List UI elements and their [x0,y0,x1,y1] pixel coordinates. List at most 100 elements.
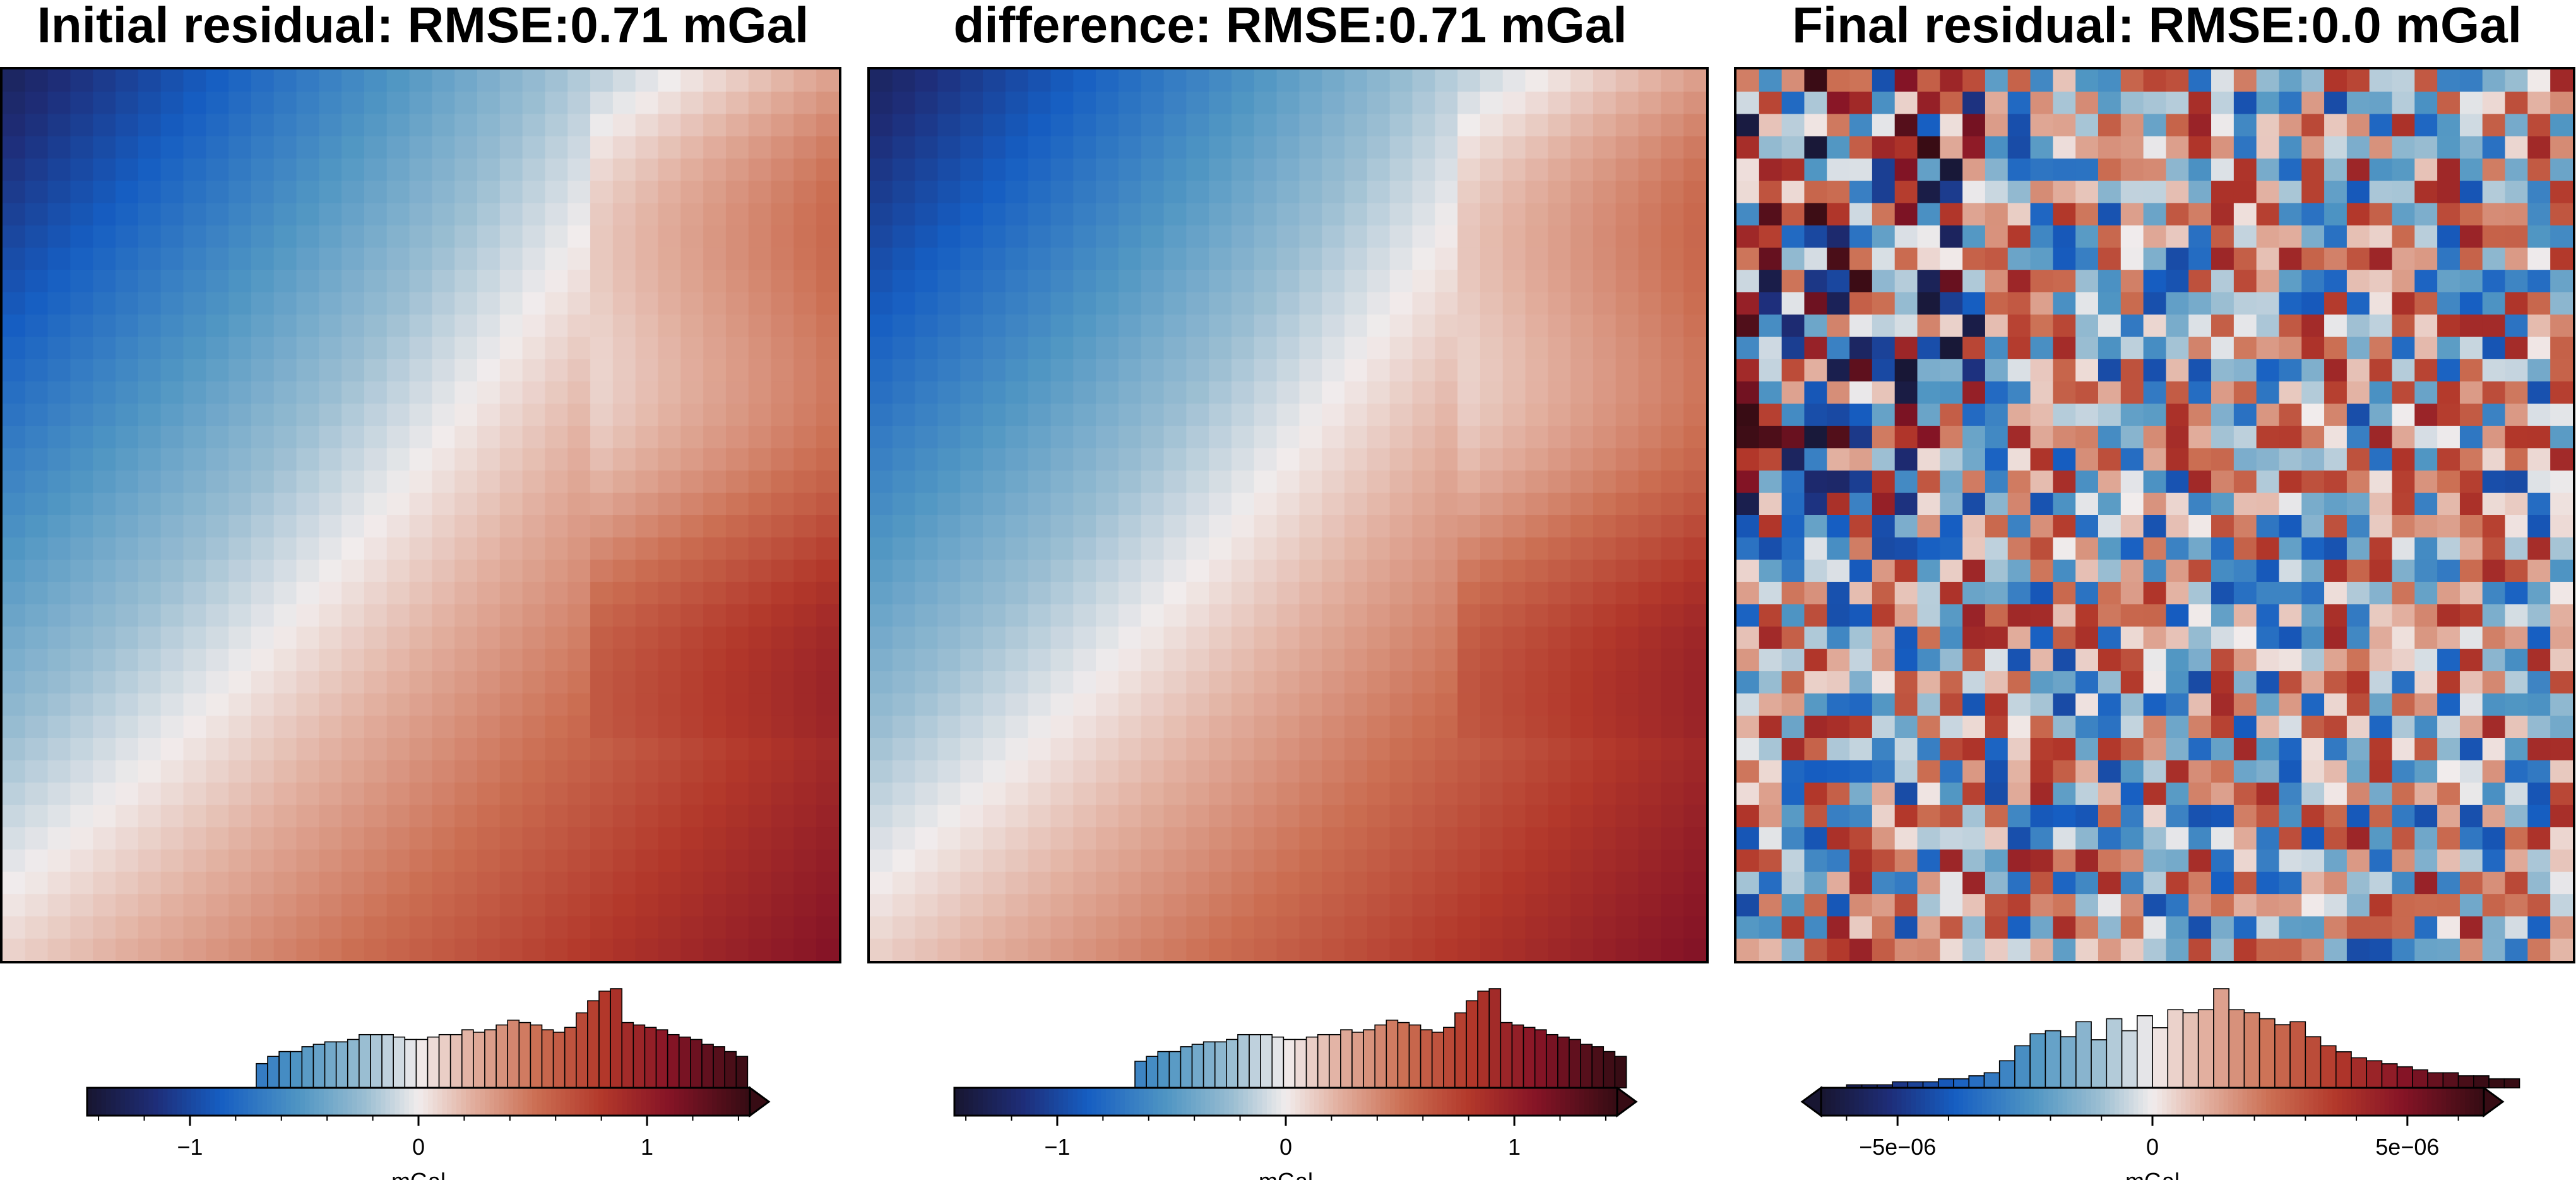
heatmap-cell [1593,715,1617,739]
heatmap-cell [960,92,983,115]
heatmap-cell [1736,671,1760,694]
heatmap-cell [680,114,704,137]
heatmap-cell [409,715,432,739]
heatmap-cell [1615,916,1639,939]
heatmap-cell [1827,314,1850,338]
heatmap-cell [703,894,727,917]
heatmap-cell [2369,337,2393,360]
heatmap-cell [725,804,749,828]
heatmap-cell [1570,247,1594,271]
heatmap-cell [983,604,1006,628]
heatmap-cell [816,181,839,204]
heatmap-cell [2166,760,2189,784]
heatmap-cell [522,849,546,873]
heatmap-cell [160,337,184,360]
heatmap-cell [1209,938,1232,961]
heatmap-cell [477,804,501,828]
heatmap-cell [499,314,523,338]
heatmap-cell [1570,604,1594,628]
heatmap-cell [2007,448,2031,471]
heatmap-cell [1962,470,1986,494]
heatmap-cell [1005,938,1029,961]
heatmap-cell [1615,871,1639,895]
heatmap-cell [1781,203,1805,226]
heatmap-cell [2120,470,2144,494]
heatmap-cell [1615,581,1639,605]
heatmap-cell [1389,581,1413,605]
heatmap-cell [341,804,365,828]
heatmap-cell [477,292,501,315]
heatmap-cell [1638,871,1661,895]
heatmap-cell [1389,359,1413,382]
heatmap-cell [2211,648,2235,672]
heatmap-cell [2324,738,2347,761]
heatmap-cell [251,849,275,873]
heatmap-cell [1615,782,1639,806]
heatmap-cell [2550,671,2573,694]
heatmap-cell [2437,270,2460,293]
heatmap-cell [870,292,893,315]
heatmap-cell [2030,203,2053,226]
heatmap-cell [1683,470,1706,494]
heatmap-cell [1028,92,1052,115]
heatmap-cell [1615,181,1639,204]
heatmap-cell [915,782,939,806]
heatmap-cell [2188,359,2212,382]
heatmap-cell [960,693,983,717]
heatmap-cell [1759,938,1783,961]
heatmap-cell [364,738,388,761]
colorbar-segment [456,1088,462,1116]
heatmap-cell [454,559,478,583]
heatmap-cell [1389,114,1413,137]
heatmap-cell [1736,247,1760,271]
heatmap-cell [1593,426,1617,449]
heatmap-cell [273,849,297,873]
heatmap-cell [1759,782,1783,806]
heatmap-cell [2143,292,2166,315]
heatmap-cell [2527,849,2551,873]
heatmap-cell [2211,426,2235,449]
heatmap-cell [748,403,772,427]
heatmap-cell [567,626,591,650]
heatmap-cell [206,782,229,806]
heatmap-cell [2346,403,2370,427]
heatmap-cell [1548,69,1571,92]
heatmap-cell [138,225,162,248]
heatmap-cell [454,827,478,850]
heatmap-cell [1141,648,1165,672]
heatmap-cell [1548,203,1571,226]
heatmap-cell [2143,69,2166,92]
heatmap-cell [1050,403,1074,427]
heatmap-cell [1276,359,1300,382]
heatmap-svg [3,69,839,961]
heatmap-cell [1344,804,1368,828]
heatmap-cell [2346,782,2370,806]
histogram-bar [267,1056,280,1088]
heatmap-cell [2188,537,2212,561]
heatmap-cell [937,337,961,360]
histogram-bar [1374,1024,1387,1088]
heatmap-cell [2256,92,2280,115]
heatmap-cell [1827,782,1850,806]
heatmap-cell [2120,581,2144,605]
heatmap-cell [1005,693,1029,717]
heatmap-cell [2301,359,2325,382]
heatmap-cell [454,448,478,471]
heatmap-cell [477,158,501,182]
heatmap-cell [1548,916,1571,939]
heatmap-cell [2166,381,2189,405]
histogram-bar [576,1012,588,1088]
heatmap-cell [1050,760,1074,784]
heatmap-cell [1872,581,1896,605]
heatmap-cell [409,69,432,92]
heatmap-cell [1661,604,1684,628]
heatmap-cell [725,515,749,538]
heatmap-cell [1985,403,2009,427]
colorbar-segment [2380,1088,2385,1116]
heatmap-cell [1480,448,1504,471]
heatmap-cell [2098,359,2122,382]
heatmap-cell [522,581,546,605]
heatmap-cell [432,515,455,538]
heatmap-cell [1344,403,1368,427]
heatmap-cell [1050,247,1074,271]
